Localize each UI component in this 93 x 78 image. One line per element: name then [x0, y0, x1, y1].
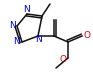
Text: N: N	[14, 37, 20, 45]
Text: O: O	[84, 30, 90, 39]
Text: O: O	[60, 56, 66, 65]
Text: N: N	[23, 5, 29, 13]
Text: N: N	[9, 22, 15, 30]
Text: N: N	[36, 35, 42, 45]
